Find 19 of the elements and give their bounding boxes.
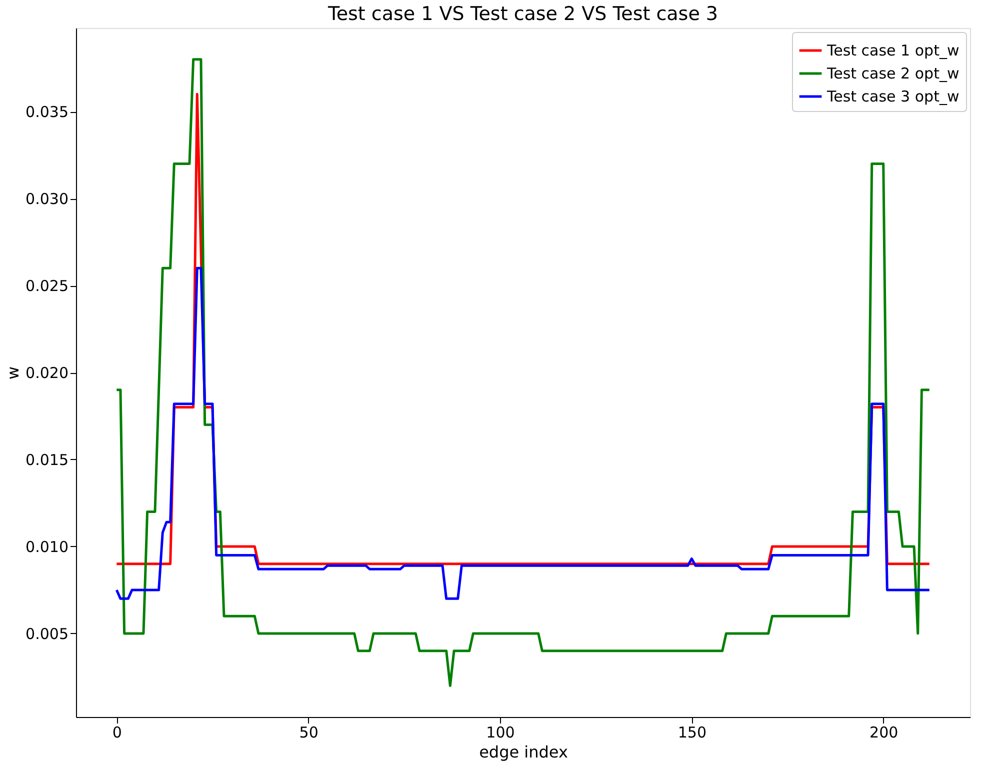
chart-title: Test case 1 VS Test case 2 VS Test case 3 xyxy=(326,3,718,25)
y-tick-label: 0.005 xyxy=(26,624,68,643)
y-tick-label: 0.015 xyxy=(26,450,68,469)
y-tick-label: 0.025 xyxy=(26,277,68,296)
y-tick-label: 0.020 xyxy=(26,364,68,382)
y-tick-label: 0.010 xyxy=(26,538,68,556)
x-tick-label: 50 xyxy=(299,724,318,742)
x-tick-label: 100 xyxy=(486,724,515,742)
line-series xyxy=(115,266,931,600)
x-tick-label: 150 xyxy=(678,724,706,742)
y-tick-label: 0.035 xyxy=(26,103,68,122)
y-axis-title: w xyxy=(4,366,23,380)
legend-label: Test case 2 opt_w xyxy=(826,64,960,82)
x-tick-label: 200 xyxy=(870,724,898,742)
x-axis-title: edge index xyxy=(479,742,568,762)
y-tick-label: 0.030 xyxy=(26,190,68,208)
x-tick-label: 0 xyxy=(112,724,122,742)
legend-label: Test case 3 opt_w xyxy=(826,88,960,106)
legend-label: Test case 1 opt_w xyxy=(826,42,960,60)
